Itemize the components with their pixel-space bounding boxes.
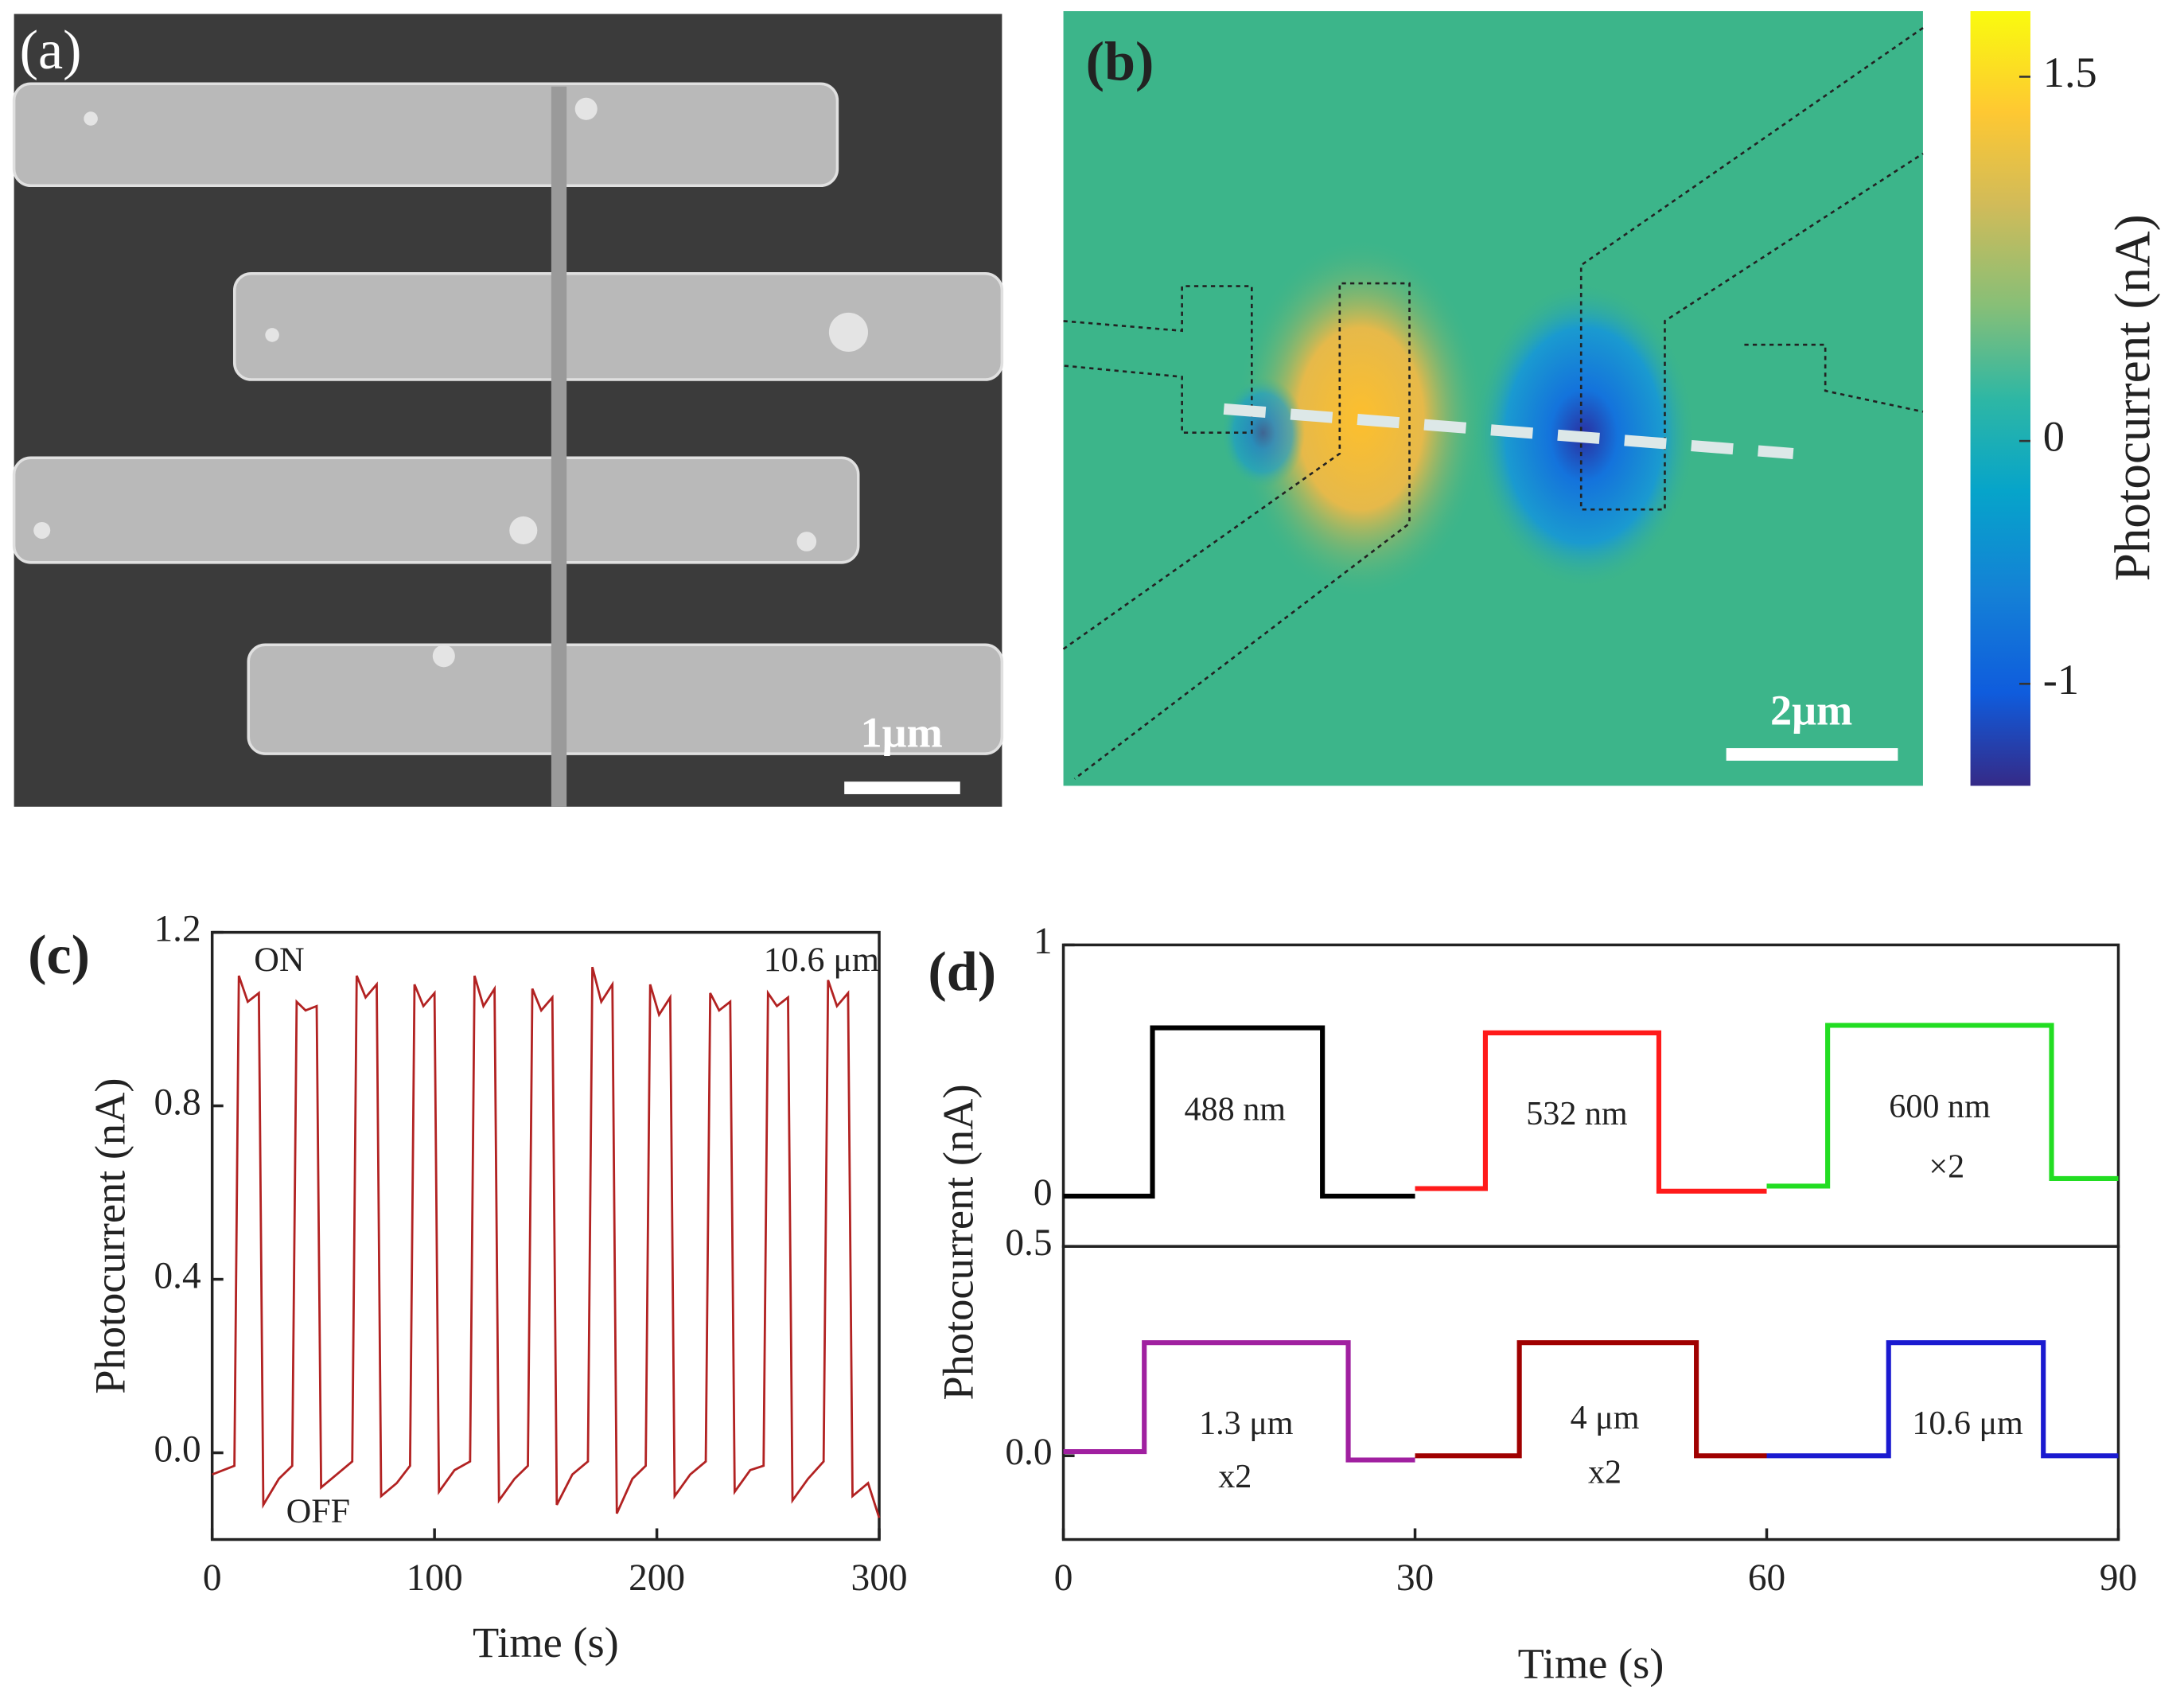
data-line	[212, 966, 881, 1518]
annotation: x2	[1588, 1454, 1621, 1491]
annotation: ×2	[1929, 1148, 1964, 1185]
y-tick-label: 0.4	[154, 1255, 200, 1296]
y-tick-label: 1.2	[154, 908, 200, 949]
annotation: 10.6 μm	[764, 941, 879, 979]
annotation: x2	[1218, 1458, 1252, 1495]
data-line	[1766, 1023, 2119, 1189]
x-tick-label: 30	[1396, 1557, 1434, 1599]
data-line	[1063, 1340, 1415, 1463]
x-tick-label: 200	[629, 1557, 685, 1599]
annotation: 532 nm	[1526, 1095, 1628, 1132]
x-tick-label: 300	[851, 1557, 908, 1599]
x-tick-label: 90	[2100, 1557, 2137, 1599]
data-line	[1063, 1025, 1415, 1199]
colorbar-tick-label: 0	[2043, 413, 2065, 461]
annotation: 488 nm	[1185, 1091, 1287, 1128]
data-line	[1415, 1030, 1767, 1194]
axes-frame	[210, 930, 881, 1541]
panel-label: (c)	[28, 924, 90, 986]
y-tick-label: 1	[1034, 921, 1053, 962]
y-tick-label: 0.0	[154, 1428, 200, 1470]
x-tick-label: 0	[1054, 1557, 1073, 1599]
x-axis-label: Time (s)	[1518, 1639, 1664, 1687]
annotation: 1.3 μm	[1199, 1405, 1294, 1442]
x-tick-label: 0	[203, 1557, 222, 1599]
panel-label: (a)	[20, 19, 82, 81]
annotation: OFF	[286, 1492, 350, 1530]
photocurrent-map	[1062, 11, 2030, 786]
annotation: ON	[254, 941, 304, 979]
y-tick-label: 0.5	[1005, 1222, 1052, 1264]
data-line	[1415, 1340, 1767, 1459]
x-tick-label: 60	[1748, 1557, 1785, 1599]
scale-bar-label: 2μm	[1770, 686, 1852, 734]
y-tick-label: 0.0	[1005, 1432, 1052, 1473]
data-line	[1766, 1340, 2119, 1459]
sem-image	[12, 14, 1004, 807]
scale-bar-label: 1μm	[860, 709, 942, 757]
annotation: 10.6 μm	[1912, 1405, 2023, 1442]
annotation: 600 nm	[1889, 1088, 1991, 1125]
axes-frame	[1061, 1245, 2120, 1541]
annotation: 4 μm	[1571, 1399, 1640, 1436]
y-tick-label: 0	[1034, 1172, 1053, 1214]
y-axis-label: Photocurrent (nA)	[935, 1084, 983, 1400]
y-tick-label: 0.8	[154, 1081, 200, 1123]
x-axis-label: Time (s)	[473, 1619, 619, 1666]
panel-label: (b)	[1086, 30, 1154, 92]
colorbar-label: Photocurrent (nA)	[2105, 214, 2161, 581]
panel-label: (d)	[928, 941, 996, 1003]
y-axis-label: Photocurrent (nA)	[86, 1078, 134, 1394]
colorbar-tick-label: -1	[2043, 656, 2079, 703]
colorbar-tick-label: 1.5	[2043, 49, 2097, 96]
x-tick-label: 100	[407, 1557, 463, 1599]
